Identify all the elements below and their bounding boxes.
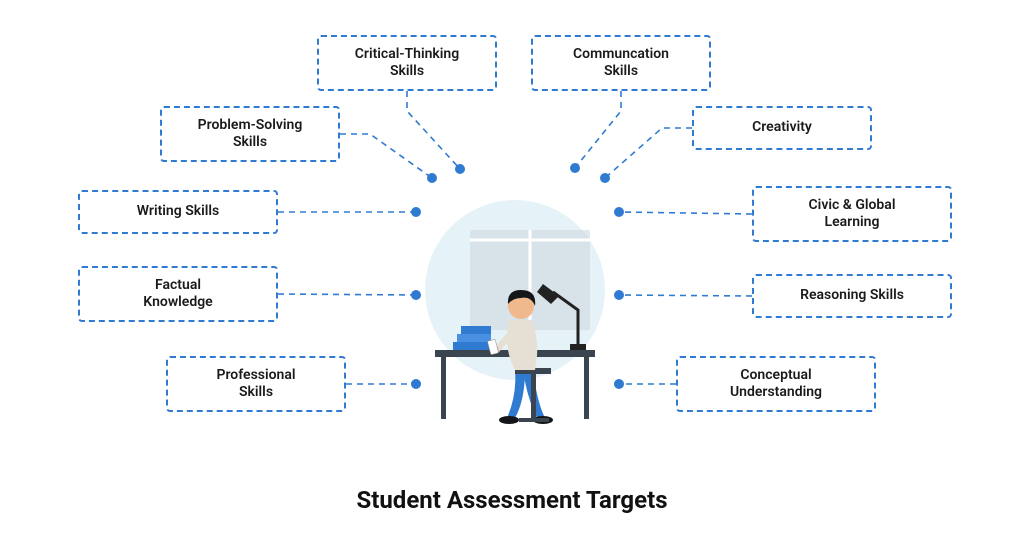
node-label: Reasoning Skills — [800, 287, 904, 305]
node-label: Problem-Solving Skills — [198, 117, 303, 152]
node-label: Professional Skills — [216, 367, 295, 402]
node-label: Writing Skills — [137, 203, 219, 221]
node-label: Civic & Global Learning — [809, 197, 896, 232]
connector-problem-solving — [340, 134, 432, 178]
connector-creativity — [605, 128, 692, 178]
node-professional: Professional Skills — [166, 356, 346, 412]
node-label: Critical-Thinking Skills — [355, 46, 459, 81]
node-creativity: Creativity — [692, 106, 872, 150]
node-reasoning: Reasoning Skills — [752, 274, 952, 318]
diagram-title: Student Assessment Targets — [0, 486, 1024, 514]
diagram-canvas: Critical-Thinking Skills Communcation Ski… — [0, 0, 1024, 538]
connector-dot-critical-thinking — [455, 164, 465, 174]
node-label: Communcation Skills — [573, 46, 669, 81]
center-illustration — [375, 180, 655, 464]
node-factual: Factual Knowledge — [78, 266, 278, 322]
node-communication: Communcation Skills — [531, 35, 711, 91]
node-problem-solving: Problem-Solving Skills — [160, 106, 340, 162]
node-label: Creativity — [752, 119, 812, 137]
node-civic-global: Civic & Global Learning — [752, 186, 952, 242]
node-label: Conceptual Understanding — [730, 367, 822, 402]
connector-communication — [575, 91, 621, 168]
connector-critical-thinking — [407, 91, 460, 169]
node-writing: Writing Skills — [78, 190, 278, 234]
node-conceptual: Conceptual Understanding — [676, 356, 876, 412]
node-label: Factual Knowledge — [143, 277, 212, 312]
connector-dot-communication — [570, 163, 580, 173]
node-critical-thinking: Critical-Thinking Skills — [317, 35, 497, 91]
